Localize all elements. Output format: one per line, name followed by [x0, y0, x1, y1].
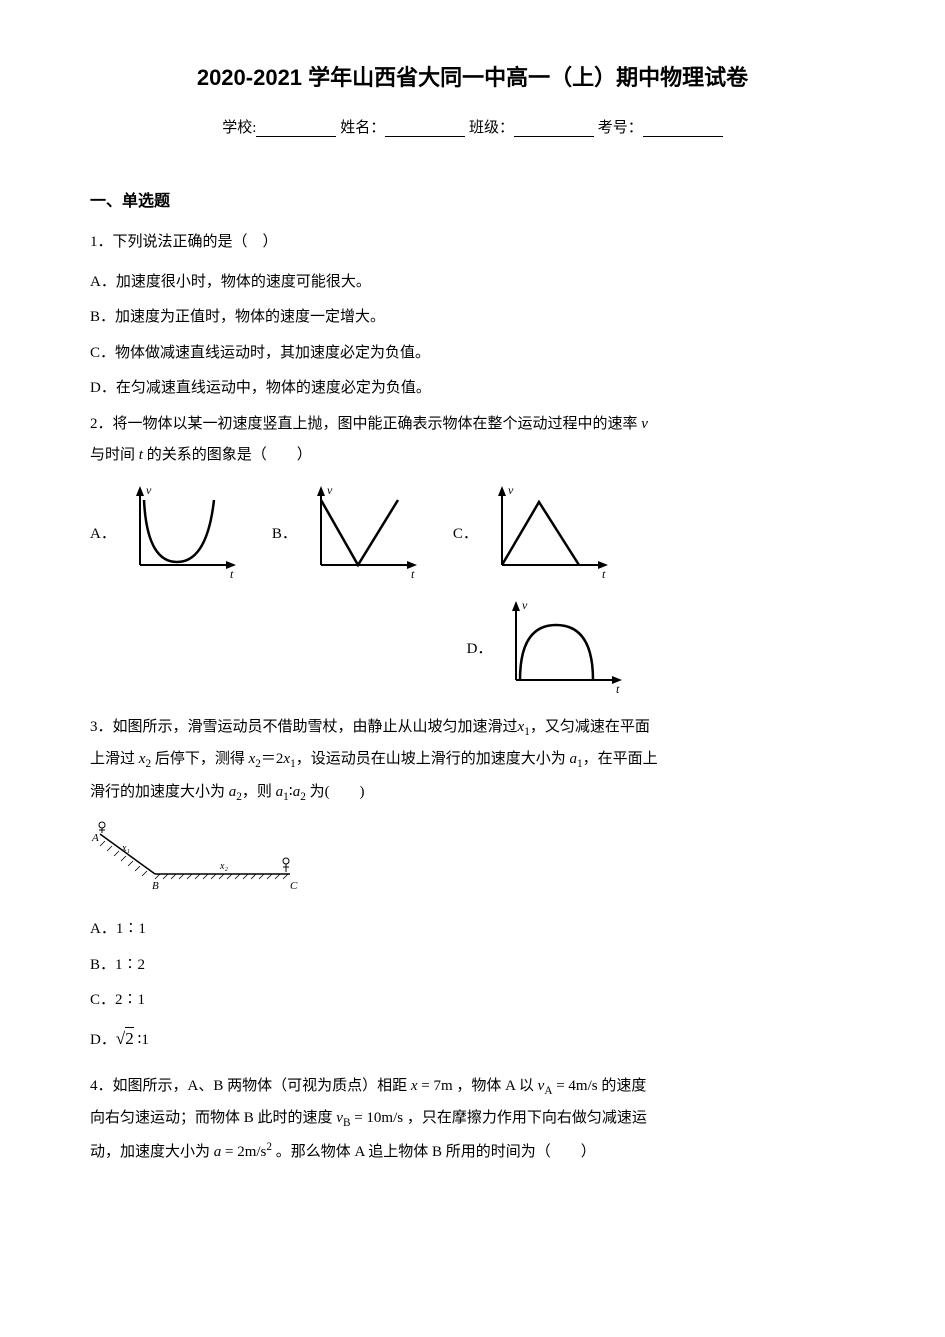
q3-p6: ，在平面上: [583, 751, 658, 767]
question-2-stem: 2．将一物体以某一初速度竖直上抛，图中能正确表示物体在整个运动过程中的速率 v …: [90, 409, 855, 472]
q2-option-a: A． v t: [90, 480, 242, 585]
q2-label-a: A．: [90, 522, 116, 543]
name-label: 姓名：: [340, 120, 385, 136]
q1-option-d: D．在匀减速直线运动中，物体的速度必定为负值。: [90, 373, 855, 405]
q4-p3b: 。那么物体 A 追上物体 B 所用的时间为（ ）: [276, 1144, 596, 1160]
q3-option-d: D．√2 ∶1: [90, 1021, 855, 1057]
q2-stem-p3: 的关系的图象是（ ）: [147, 447, 312, 463]
student-info-line: 学校: 姓名： 班级： 考号：: [90, 116, 855, 137]
question-1-stem: 1．下列说法正确的是（ ）: [90, 227, 855, 259]
q3-p1: 3．如图所示，滑雪运动员不借助雪杖，由静止从山坡匀加速滑过: [90, 719, 518, 735]
q2-option-b: B． v t: [272, 480, 423, 585]
svg-text:C: C: [290, 880, 298, 892]
q4-p3a: 动，加速度大小为: [90, 1144, 210, 1160]
examno-label: 考号：: [598, 120, 643, 136]
svg-text:t: t: [616, 682, 620, 695]
svg-text:t: t: [230, 567, 234, 580]
q3-p4: 后停下，测得: [155, 751, 245, 767]
q3-option-b: B．1∶2: [90, 950, 855, 982]
q4-p1a: 4．如图所示，A、B 两物体（可视为质点）相距: [90, 1078, 407, 1094]
q2-graph-a: v t: [122, 480, 242, 585]
svg-text:B: B: [152, 880, 159, 892]
svg-text:v: v: [508, 483, 514, 497]
svg-text:x₁: x₁: [121, 843, 130, 854]
q1-option-b: B．加速度为正值时，物体的速度一定增大。: [90, 302, 855, 334]
q3-p3: 上滑过: [90, 751, 135, 767]
question-1-options: A．加速度很小时，物体的速度可能很大。 B．加速度为正值时，物体的速度一定增大。…: [90, 267, 855, 405]
question-3-options: A．1∶1 B．1∶2 C．2∶1 D．√2 ∶1: [90, 914, 855, 1056]
class-blank[interactable]: [514, 121, 594, 137]
q2-option-c: C． v t: [453, 480, 614, 585]
q4-p1c: 的速度: [601, 1078, 646, 1094]
q3-p5: ，设运动员在山坡上滑行的加速度大小为: [296, 751, 566, 767]
school-label: 学校:: [222, 120, 256, 136]
svg-text:t: t: [602, 567, 606, 580]
q2-graph-c: v t: [484, 480, 614, 585]
q2-option-d: D． v t: [467, 595, 629, 700]
q2-graph-b: v t: [303, 480, 423, 585]
svg-text:v: v: [146, 483, 152, 497]
q3-d-prefix: D．: [90, 1032, 116, 1048]
q3-d-suffix: ∶1: [134, 1032, 149, 1048]
examno-blank[interactable]: [643, 121, 723, 137]
q3-p9: 为( ): [310, 784, 365, 800]
section-1-header: 一、单选题: [90, 187, 855, 211]
q4-p1b: ，物体 A 以: [456, 1078, 534, 1094]
q4-p2a: 向右匀速运动；而物体 B 此时的速度: [90, 1110, 333, 1126]
school-blank[interactable]: [256, 121, 336, 137]
svg-text:x₂: x₂: [219, 861, 228, 872]
q4-p2b: ，只在摩擦力作用下向右做匀减速运: [407, 1110, 647, 1126]
svg-text:v: v: [522, 598, 528, 612]
q2-options-row1: A． v t B． v t: [90, 480, 855, 585]
q3-diagram: A x₁ B x₂ C: [90, 819, 855, 904]
q3-option-a: A．1∶1: [90, 914, 855, 946]
question-4-stem: 4．如图所示，A、B 两物体（可视为质点）相距 x = 7m ，物体 A 以 v…: [90, 1071, 855, 1169]
q3-p2: ，又匀减速在平面: [530, 719, 650, 735]
name-blank[interactable]: [385, 121, 465, 137]
q3-p7: 滑行的加速度大小为: [90, 784, 225, 800]
q1-option-a: A．加速度很小时，物体的速度可能很大。: [90, 267, 855, 299]
q2-stem-p1: 2．将一物体以某一初速度竖直上抛，图中能正确表示物体在整个运动过程中的速率: [90, 416, 638, 432]
exam-title: 2020-2021 学年山西省大同一中高一（上）期中物理试卷: [90, 60, 855, 92]
q2-label-b: B．: [272, 522, 297, 543]
q3-option-c: C．2∶1: [90, 985, 855, 1017]
q3-p8: ，则: [242, 784, 272, 800]
q2-stem-p2: 与时间: [90, 447, 135, 463]
q2-label-c: C．: [453, 522, 478, 543]
svg-text:t: t: [411, 567, 415, 580]
class-label: 班级：: [469, 120, 514, 136]
svg-text:A: A: [91, 832, 99, 844]
q2-options-row2: D． v t: [240, 595, 855, 700]
q1-option-c: C．物体做减速直线运动时，其加速度必定为负值。: [90, 338, 855, 370]
q2-label-d: D．: [467, 637, 493, 658]
svg-text:v: v: [327, 483, 333, 497]
question-3-stem: 3．如图所示，滑雪运动员不借助雪杖，由静止从山坡匀加速滑过x1，又匀减速在平面 …: [90, 712, 855, 810]
q2-graph-d: v t: [498, 595, 628, 700]
